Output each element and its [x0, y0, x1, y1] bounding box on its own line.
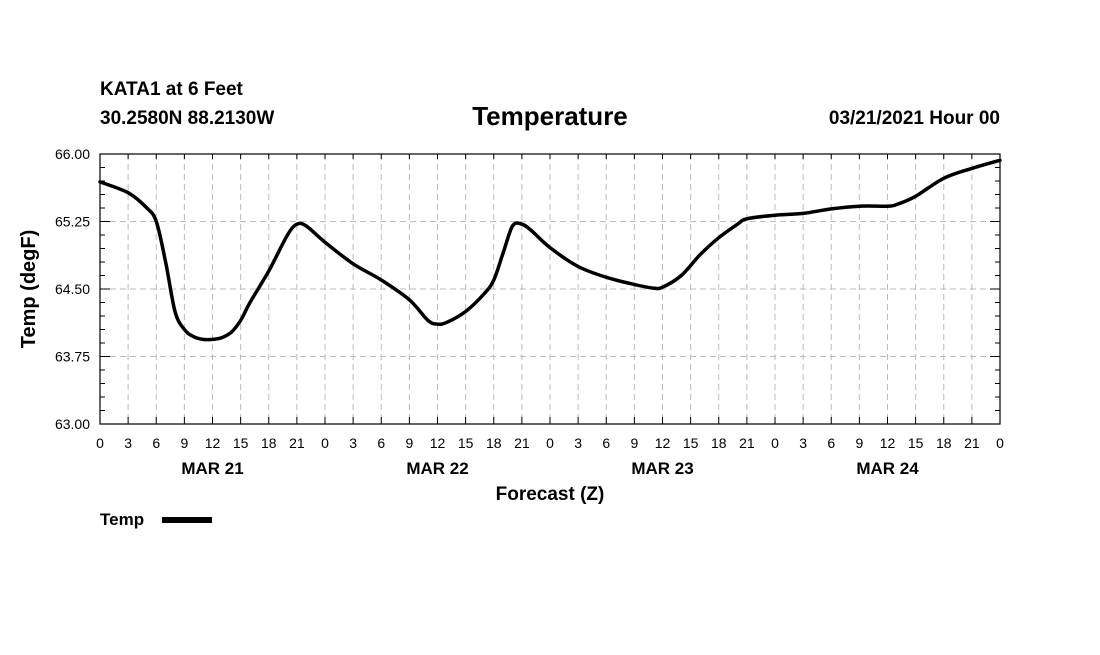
x-tick-label: 9: [180, 435, 188, 451]
x-axis: 0 3 6 9 12 15 18 21 0 3 6 9 12 15 18 21 0 3 6 9 12 15 18 21 0 3 6 9…: [96, 154, 1004, 478]
date-label: MAR 23: [631, 459, 693, 478]
chart-title: Temperature: [472, 101, 628, 131]
x-tick-label: 15: [908, 435, 924, 451]
y-tick-label: 64.50: [55, 281, 90, 297]
x-tick-label: 15: [683, 435, 699, 451]
x-tick-label: 3: [799, 435, 807, 451]
x-tick-label: 3: [124, 435, 132, 451]
x-tick-label: 0: [546, 435, 554, 451]
x-tick-label: 12: [880, 435, 896, 451]
x-tick-label: 0: [321, 435, 329, 451]
x-tick-label: 21: [964, 435, 980, 451]
x-tick-label: 12: [205, 435, 221, 451]
x-tick-label: 21: [739, 435, 755, 451]
x-tick-label: 18: [936, 435, 952, 451]
y-tick-label: 65.25: [55, 214, 90, 230]
x-tick-label: 15: [233, 435, 249, 451]
x-tick-label: 0: [771, 435, 779, 451]
x-tick-label: 9: [405, 435, 413, 451]
date-label: MAR 24: [856, 459, 919, 478]
legend: Temp: [100, 510, 212, 529]
x-tick-label: 21: [289, 435, 305, 451]
x-tick-label: 0: [996, 435, 1004, 451]
x-tick-label: 21: [514, 435, 530, 451]
date-label: MAR 22: [406, 459, 468, 478]
x-tick-label: 9: [630, 435, 638, 451]
x-tick-label: 12: [430, 435, 446, 451]
y-axis: 63.00 63.75 64.50 65.25 66.00: [55, 146, 1000, 432]
x-tick-label: 6: [602, 435, 610, 451]
grid-lines: [100, 154, 1000, 424]
legend-label: Temp: [100, 510, 144, 529]
x-tick-label: 18: [261, 435, 277, 451]
x-tick-label: 12: [655, 435, 671, 451]
x-tick-label: 3: [574, 435, 582, 451]
x-tick-label: 9: [855, 435, 863, 451]
y-tick-label: 63.75: [55, 349, 90, 365]
x-tick-label: 6: [152, 435, 160, 451]
timestamp-label: 03/21/2021 Hour 00: [829, 108, 1000, 129]
y-tick-label: 63.00: [55, 416, 90, 432]
y-tick-label: 66.00: [55, 146, 90, 162]
plot-frame: [99, 153, 1001, 425]
x-tick-label: 18: [711, 435, 727, 451]
date-label: MAR 21: [181, 459, 243, 478]
x-tick-label: 6: [827, 435, 835, 451]
temp-series-line: [98, 158, 1002, 342]
coords-label: 30.2580N 88.2130W: [100, 108, 274, 129]
x-tick-label: 15: [458, 435, 474, 451]
y-axis-title: Temp (degF): [18, 230, 40, 349]
x-axis-title: Forecast (Z): [496, 484, 605, 505]
x-tick-label: 6: [377, 435, 385, 451]
x-tick-label: 3: [349, 435, 357, 451]
x-tick-label: 0: [96, 435, 104, 451]
station-label: KATA1 at 6 Feet: [100, 79, 244, 100]
x-tick-label: 18: [486, 435, 502, 451]
